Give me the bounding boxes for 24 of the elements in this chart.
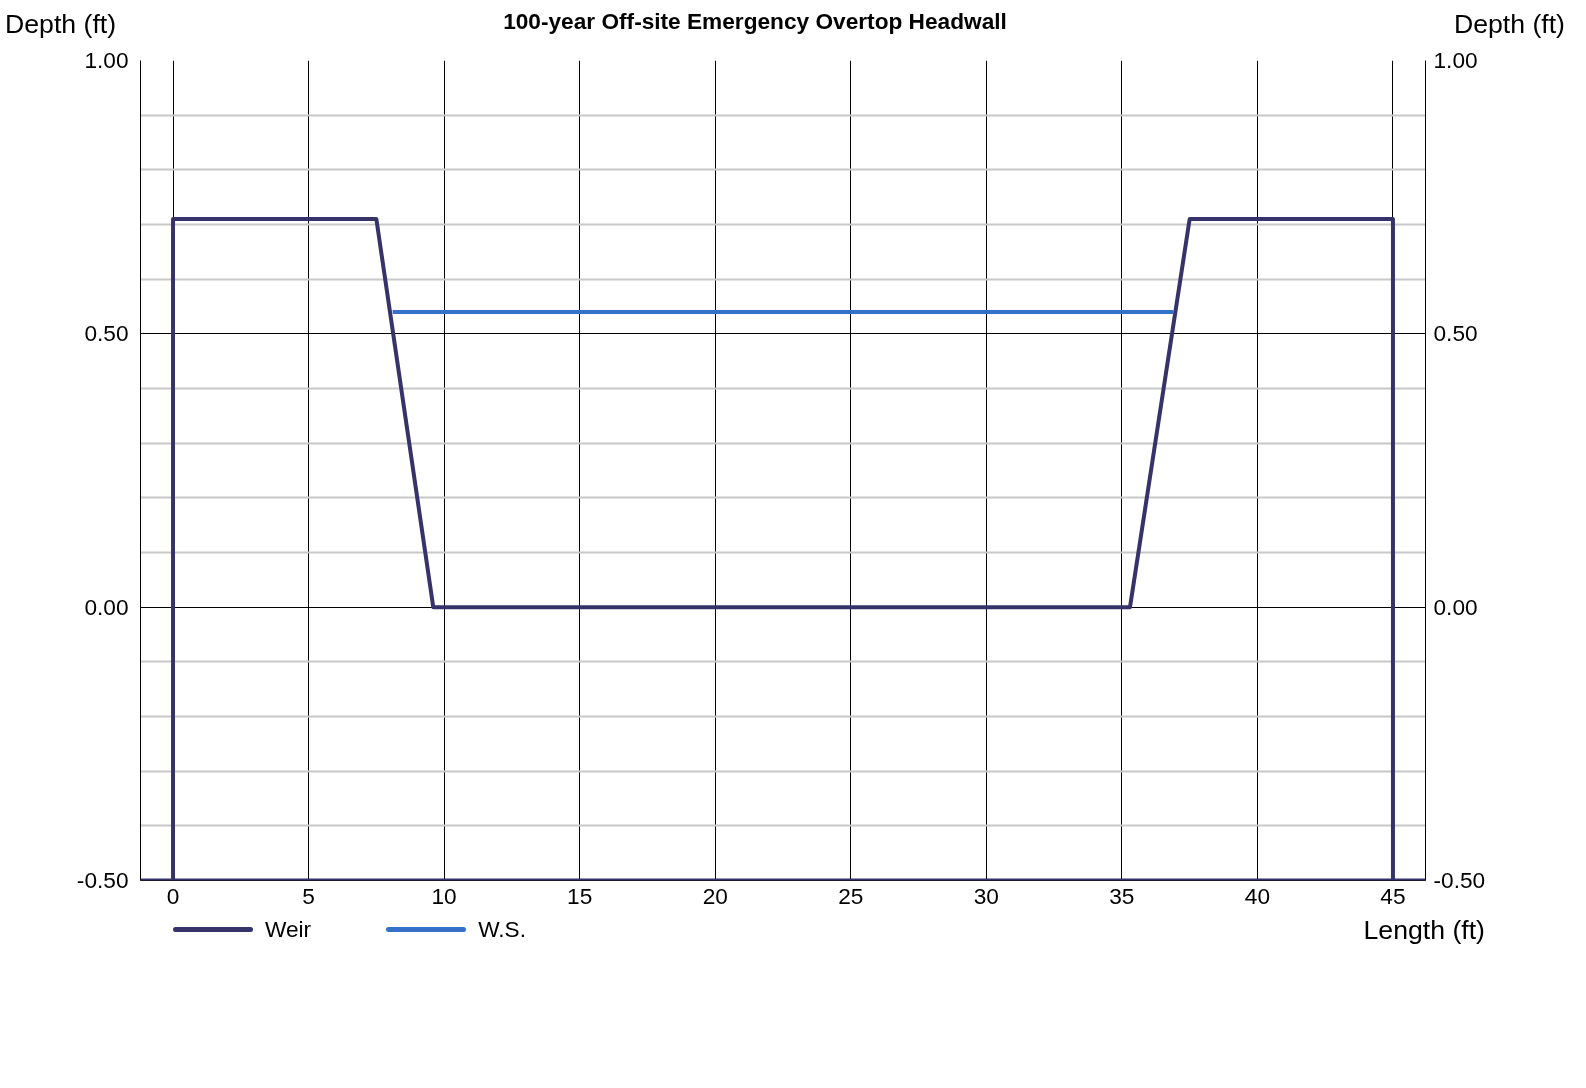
y2-tick-label: 1.00	[1433, 47, 1478, 74]
x-tick-label: 0	[166, 882, 180, 909]
x-tick-label: 30	[973, 882, 999, 909]
y2-axis-title: Depth (ft)	[1453, 8, 1565, 41]
x-tick-label: 10	[431, 882, 457, 909]
x-axis-title: Length (ft)	[1363, 914, 1485, 948]
chart-title: 100-year Off-site Emergency Overtop Headwall	[503, 7, 1007, 36]
y-tick-label: 0.50	[84, 320, 129, 347]
y-tick-label: 0.00	[84, 593, 129, 620]
x-tick-label: 35	[1109, 882, 1135, 909]
y2-tick-label: 0.00	[1433, 593, 1478, 620]
y-axis-title: Depth (ft)	[5, 8, 117, 41]
x-tick-label: 5	[302, 882, 315, 909]
y-tick-label: 1.00	[84, 47, 129, 74]
y-tick-label: -0.50	[76, 867, 129, 894]
x-tick-label: 25	[838, 882, 864, 909]
legend-label: Weir	[265, 915, 312, 942]
x-tick-label: 15	[567, 882, 593, 909]
x-tick-label: 40	[1244, 882, 1271, 909]
legend-label: W.S.	[478, 915, 526, 942]
y2-tick-label: 0.50	[1433, 320, 1478, 347]
y2-tick-label: -0.50	[1433, 867, 1486, 894]
x-tick-label: 20	[702, 882, 728, 909]
x-tick-label: 45	[1380, 882, 1406, 909]
